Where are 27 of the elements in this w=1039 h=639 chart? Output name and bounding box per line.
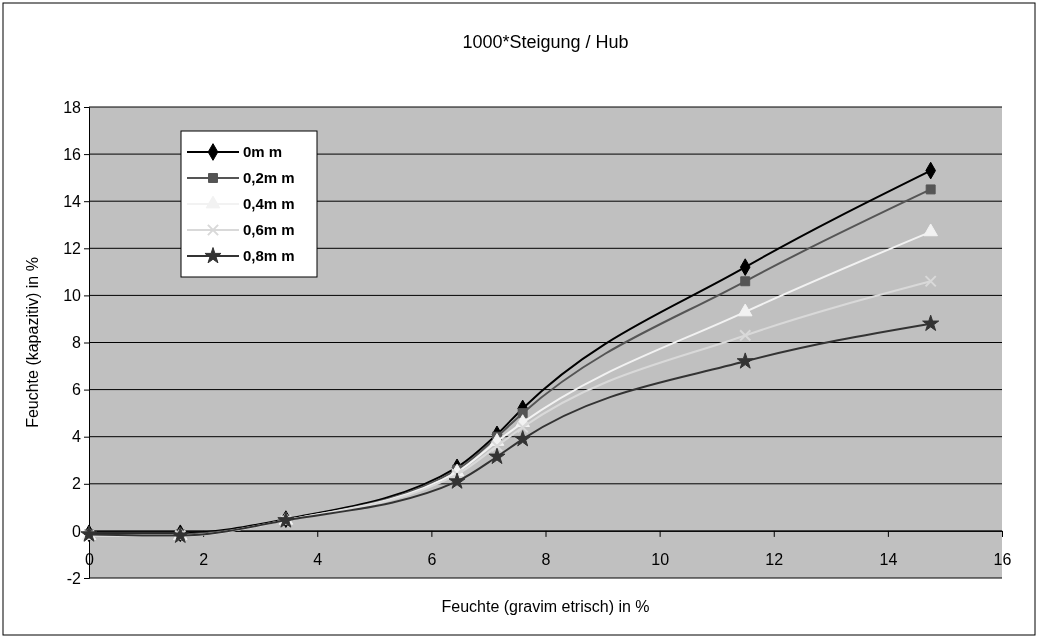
y-tick-label: 4 [72,428,82,446]
x-axis-title: Feuchte (gravim etrisch) in % [441,598,650,615]
x-tick-label: 6 [427,551,437,569]
y-tick-label: 8 [72,334,82,352]
chart-title: 1000*Steigung / Hub [462,32,629,52]
x-tick-label: 16 [993,551,1012,569]
y-tick-label: 10 [63,287,82,305]
y-tick-label: 0 [72,522,82,540]
y-axis-title: Feuchte (kapazitiv) in % [24,257,41,428]
legend-label: 0,4m m [243,195,295,212]
y-tick-label: 14 [63,192,82,210]
legend-label: 0,2m m [243,169,295,186]
x-tick-label: 2 [199,551,209,569]
y-tick-label: 6 [72,381,82,399]
legend-label: 0,8m m [243,247,295,264]
x-tick-label: 8 [541,551,551,569]
y-tick-label: 12 [63,239,82,257]
x-tick-label: 14 [879,551,898,569]
y-tick-label: -2 [66,569,82,587]
y-tick-label: 18 [63,98,82,116]
x-tick-label: 12 [765,551,784,569]
y-tick-label: 16 [63,145,82,163]
y-tick-label: 2 [72,475,82,493]
x-tick-label: 4 [313,551,323,569]
legend-label: 0,6m m [243,221,295,238]
legend-label: 0m m [243,143,283,160]
x-tick-label: 10 [651,551,670,569]
